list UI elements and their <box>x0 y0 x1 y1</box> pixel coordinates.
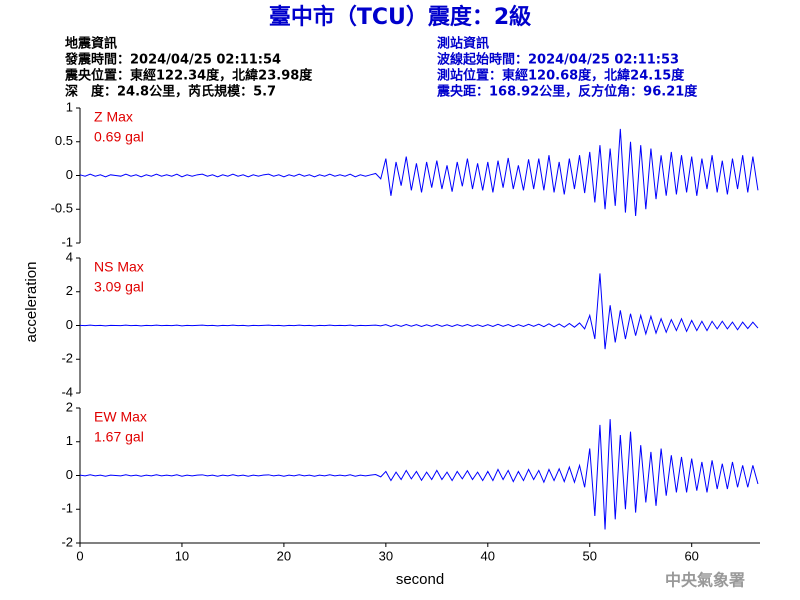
right-info: 波線起始時間：2024/04/25 02:11:53 <box>437 52 679 68</box>
right-info: 測站位置：東經120.68度，北緯24.15度 <box>437 68 685 84</box>
y-axis-label: acceleration <box>23 262 40 343</box>
footer: 中央氣象署 <box>665 571 745 590</box>
y-tick-label: 1 <box>66 99 73 114</box>
y-tick-label: -1 <box>61 501 73 516</box>
left-info: 地震資訊 <box>65 36 117 52</box>
x-tick-label: 0 <box>76 548 83 563</box>
x-tick-label: 50 <box>583 548 597 563</box>
y-tick-label: 2 <box>66 283 73 298</box>
y-tick-label: -1 <box>61 234 73 249</box>
y-tick-label: -2 <box>61 351 73 366</box>
max-label: NS Max <box>94 259 144 275</box>
y-tick-label: 4 <box>66 249 73 264</box>
right-info: 測站資訊 <box>437 36 489 52</box>
max-value: 1.67 gal <box>94 429 144 445</box>
left-info: 震央位置：東經122.34度，北緯23.98度 <box>64 68 313 84</box>
max-value: 0.69 gal <box>94 129 144 145</box>
x-axis-label: second <box>396 571 444 588</box>
y-tick-label: 0 <box>66 167 73 182</box>
max-label: EW Max <box>94 409 147 425</box>
x-tick-label: 60 <box>684 548 698 563</box>
y-tick-label: -2 <box>61 534 73 549</box>
y-tick-label: 0 <box>66 317 73 332</box>
right-info: 震央距：168.92公里，反方位角：96.21度 <box>436 84 698 100</box>
x-tick-label: 40 <box>481 548 495 563</box>
x-tick-label: 30 <box>379 548 393 563</box>
max-value: 3.09 gal <box>94 279 144 295</box>
waveform <box>79 419 759 530</box>
waveform <box>79 128 759 217</box>
left-info: 發震時間：2024/04/25 02:11:54 <box>64 52 281 68</box>
x-tick-label: 10 <box>175 548 189 563</box>
y-tick-label: 0.5 <box>55 133 73 148</box>
max-label: Z Max <box>94 109 133 125</box>
x-tick-label: 20 <box>277 548 291 563</box>
left-info: 深 度：24.8公里，芮氏規模：5.7 <box>65 84 276 100</box>
y-tick-label: -0.5 <box>51 201 73 216</box>
page-title: 臺中市（TCU）震度：2級 <box>269 4 531 30</box>
y-tick-label: 0 <box>66 467 73 482</box>
y-tick-label: 1 <box>66 433 73 448</box>
y-tick-label: -4 <box>61 384 73 399</box>
y-tick-label: 2 <box>66 399 73 414</box>
waveform <box>79 273 759 350</box>
